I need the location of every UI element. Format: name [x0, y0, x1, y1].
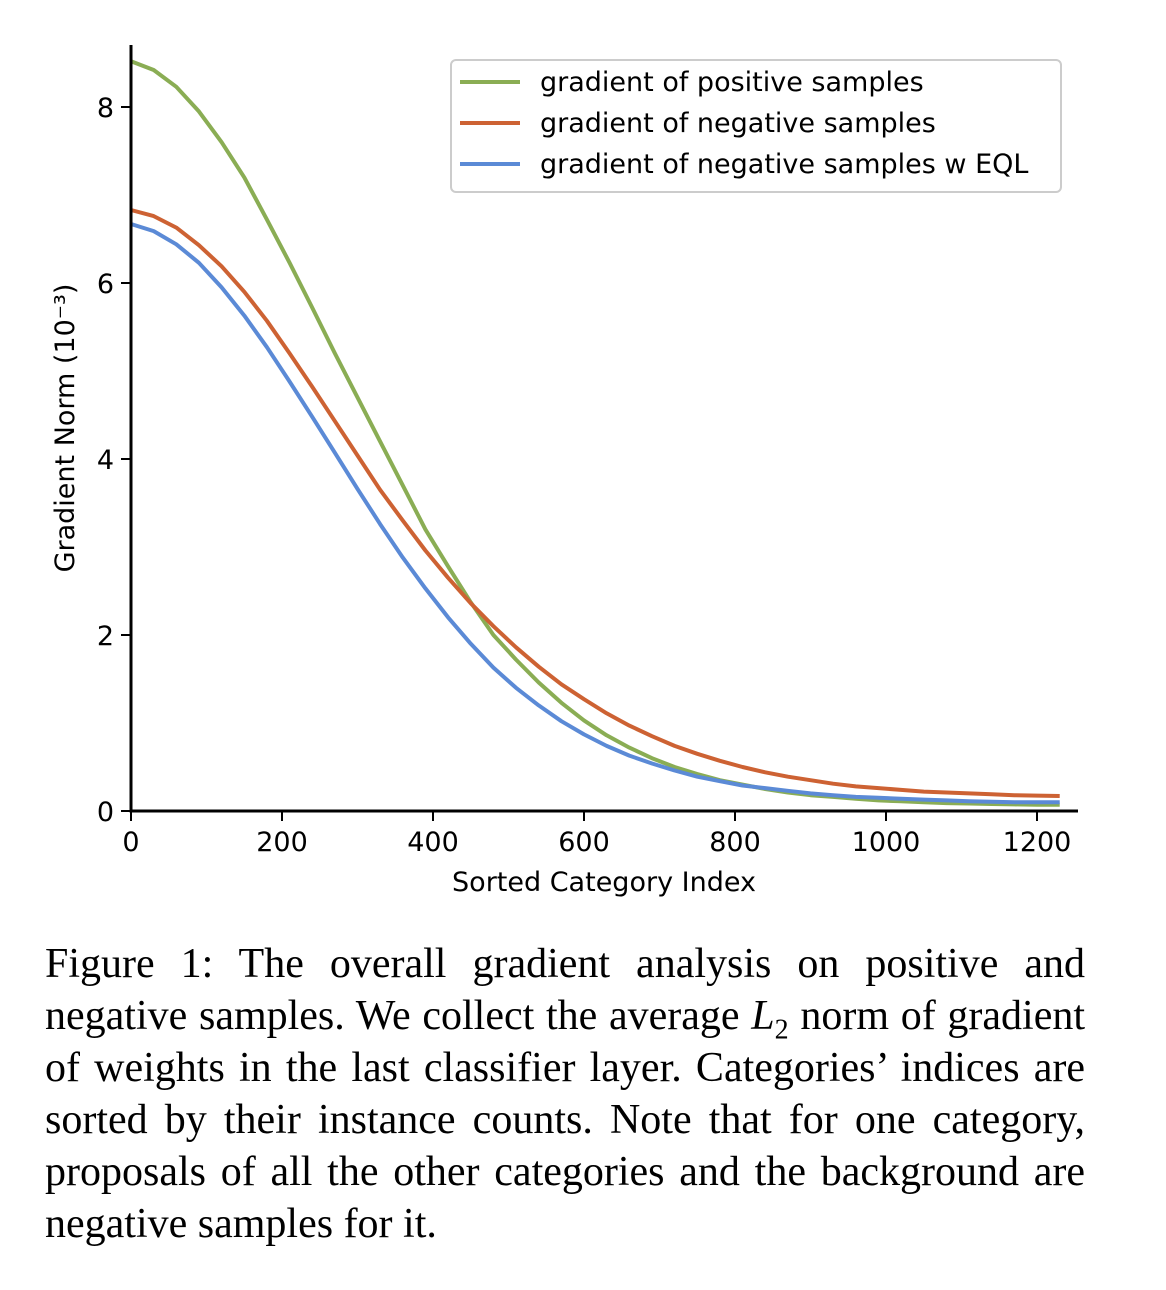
x-tick-label: 1200	[1003, 827, 1072, 858]
x-tick-label: 0	[122, 827, 139, 858]
series-line-2	[130, 208, 1060, 798]
y-axis-label: Gradient Norm (10⁻³)	[50, 284, 81, 573]
caption-text-part-2: norm of gradient of weights in the last …	[45, 993, 1086, 1247]
x-tick-label: 200	[256, 827, 308, 858]
caption-math-subscript: 2	[774, 1014, 789, 1046]
legend: gradient of positive samples gradient of …	[450, 59, 1062, 193]
x-axis-label: Sorted Category Index	[452, 867, 756, 898]
y-tick-label: 8	[97, 93, 114, 124]
y-tick-label: 0	[97, 797, 114, 828]
y-tick-label: 6	[97, 269, 114, 300]
axes	[129, 45, 1078, 813]
legend-box	[450, 59, 1062, 193]
series-line-3	[130, 222, 1060, 805]
x-tick-label: 400	[407, 827, 459, 858]
caption-math-variable: L	[751, 993, 775, 1039]
ticks: 0 200 400 600 800 1000 1200 0 2 4 6 8	[97, 93, 1072, 858]
series-line-1	[130, 59, 1060, 807]
plot-lines	[130, 59, 1060, 807]
y-tick-label: 4	[97, 445, 114, 476]
y-tick-label: 2	[97, 621, 114, 652]
x-tick-label: 800	[709, 827, 761, 858]
legend-label-2: gradient of negative samples	[540, 108, 936, 139]
legend-label-1: gradient of positive samples	[540, 67, 924, 98]
x-tick-label: 1000	[852, 827, 921, 858]
caption-text-part-1: Figure 1: The overall gradient analysis …	[45, 941, 1085, 1039]
line-chart: 0 200 400 600 800 1000 1200 0 2 4 6 8 Sorted Catego…	[50, 45, 1078, 898]
x-tick-label: 600	[558, 827, 610, 858]
legend-label-3: gradient of negative samples w EQL	[540, 149, 1028, 180]
figure-caption: Figure 1: The overall gradient analysis …	[45, 938, 1085, 1250]
